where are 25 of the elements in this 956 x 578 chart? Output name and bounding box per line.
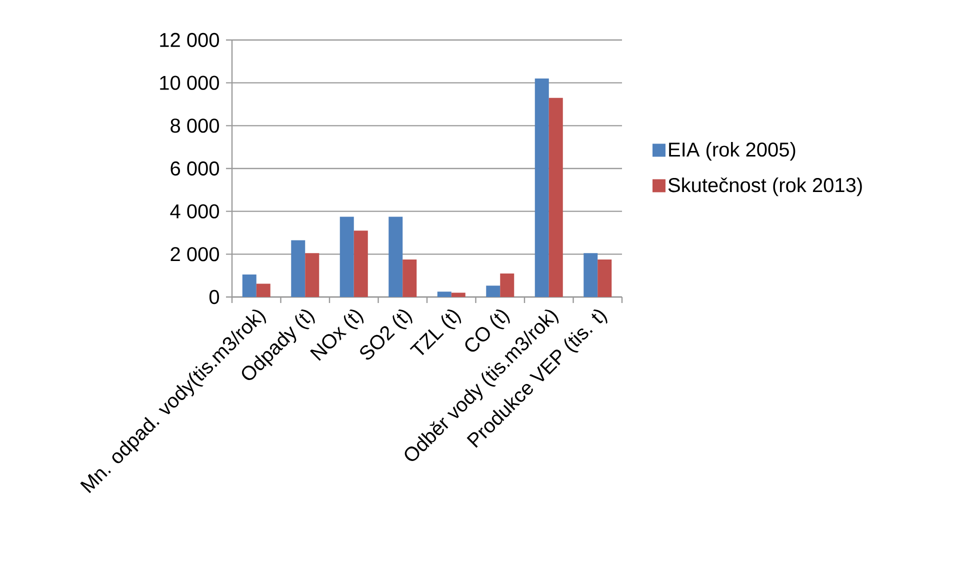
bar — [256, 284, 270, 297]
bar — [451, 292, 466, 297]
bar — [291, 240, 306, 297]
legend-label: EIA (rok 2005) — [669, 142, 796, 161]
bar — [598, 260, 612, 297]
legend-label: Skutečnost (rok 2013) — [668, 177, 862, 196]
bar — [402, 260, 417, 297]
bar — [548, 98, 563, 297]
y-tick-label: 2 000 — [170, 247, 219, 262]
bar — [584, 253, 598, 297]
bar — [354, 230, 368, 297]
y-tick-label: 8 000 — [170, 118, 219, 133]
y-tick-label: 10 000 — [160, 76, 219, 90]
bar — [486, 286, 500, 297]
y-tick-label: 12 000 — [160, 32, 219, 48]
bar — [534, 78, 549, 297]
bar — [340, 216, 354, 297]
bar — [500, 273, 514, 297]
bar — [388, 216, 403, 297]
y-tick-label: 4 000 — [170, 204, 219, 218]
y-tick-label: 0 — [209, 290, 220, 304]
y-tick-label: 6 000 — [170, 161, 219, 176]
bar — [242, 274, 256, 297]
bar — [437, 292, 452, 297]
bar — [305, 253, 320, 297]
